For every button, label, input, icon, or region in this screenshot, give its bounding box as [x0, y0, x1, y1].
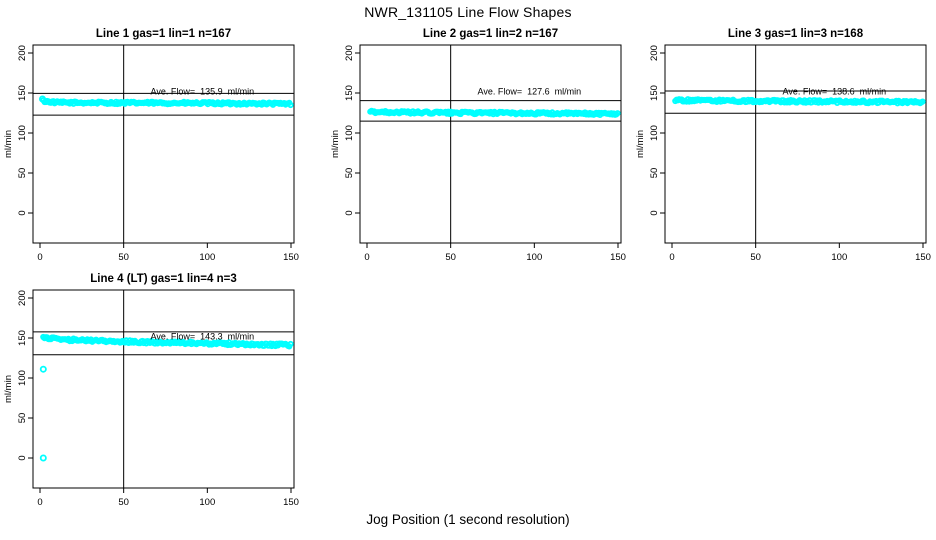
x-axis-tick-label: 150: [283, 252, 299, 263]
y-axis-tick-label: 100: [344, 125, 355, 141]
x-axis-tick-label: 50: [750, 252, 761, 263]
subplot-line-1: Line 1 gas=1 lin=1 n=167 0 50 100 150 0 50 100…: [0, 28, 304, 280]
x-axis-tick-label: 100: [526, 252, 542, 263]
ave-flow-annotation: Ave. Flow= 143.3 ml/min: [150, 332, 254, 342]
y-axis-tick-label: 150: [344, 85, 355, 101]
subplot-title-line-4: Line 4 (LT) gas=1 lin=4 n=3: [90, 273, 237, 285]
y-axis-tick-label: 0: [17, 455, 28, 460]
x-axis-tick-label: 100: [199, 252, 215, 263]
x-axis-tick-label: 100: [199, 497, 215, 508]
y-axis-title: ml/min: [3, 130, 14, 158]
y-axis-tick-label: 0: [17, 210, 28, 215]
subplot-title-line-3: Line 3 gas=1 lin=3 n=168: [727, 28, 864, 40]
plot-box: [359, 44, 622, 244]
y-axis-tick-label: 50: [17, 168, 28, 179]
plot-box: [32, 44, 295, 244]
x-axis-tick-label: 0: [669, 252, 674, 263]
outlier-point: [39, 454, 47, 462]
y-axis-tick-label: 150: [17, 330, 28, 346]
plot-line-4: 0 50 100 150 0 50 100 150 200 ml/min Ave. Flow= 14…: [3, 289, 299, 508]
plot-line-3: 0 50 100 150 0 50 100 150 200 ml/min Ave. Flow= 13…: [635, 44, 931, 263]
subplot-line-4: Line 4 (LT) gas=1 lin=4 n=3 0 50 100 150 0 50…: [0, 273, 304, 525]
subplot-title-line-2: Line 2 gas=1 lin=2 n=167: [422, 28, 559, 40]
x-axis-tick-label: 50: [118, 497, 129, 508]
x-axis-tick-label: 150: [610, 252, 626, 263]
x-axis-tick-label: 0: [364, 252, 369, 263]
y-axis-tick-label: 200: [649, 45, 660, 61]
y-axis-title: ml/min: [330, 130, 341, 158]
y-axis-tick-label: 200: [344, 45, 355, 61]
ave-flow-annotation: Ave. Flow= 138.6 ml/min: [782, 87, 886, 97]
subplot-line-3: Line 3 gas=1 lin=3 n=168 0 50 100 150 0 50 100…: [632, 28, 936, 280]
x-axis-tick-label: 150: [283, 497, 299, 508]
plot-line-1: 0 50 100 150 0 50 100 150 200 ml/min Ave. Flow= 13…: [3, 44, 299, 263]
flow-point: [287, 101, 294, 109]
y-axis-tick-label: 100: [17, 125, 28, 141]
y-axis-tick-label: 100: [649, 125, 660, 141]
plot-box: [32, 289, 295, 489]
chart-title: NWR_131105 Line Flow Shapes: [364, 4, 572, 20]
y-axis-tick-label: 200: [17, 45, 28, 61]
outlier-point: [39, 95, 47, 103]
x-axis-tick-label: 50: [118, 252, 129, 263]
y-axis-tick-label: 50: [17, 413, 28, 424]
y-axis-tick-label: 0: [344, 210, 355, 215]
y-axis-title: ml/min: [3, 375, 14, 403]
subplot-line-2: Line 2 gas=1 lin=2 n=167 0 50 100 150 0 50 100…: [327, 28, 631, 280]
y-axis-title: ml/min: [635, 130, 646, 158]
flow-band: [672, 96, 926, 107]
x-axis-tick-label: 150: [915, 252, 931, 263]
plot-box: [664, 44, 927, 244]
x-axis-label: Jog Position (1 second resolution): [366, 512, 570, 527]
y-axis-tick-label: 50: [344, 168, 355, 179]
y-axis-tick-label: 150: [649, 85, 660, 101]
plot-line-2: 0 50 100 150 0 50 100 150 200 ml/min Ave. Flow= 12…: [330, 44, 626, 263]
flow-point: [614, 110, 621, 117]
flow-point: [287, 340, 294, 348]
subplot-title-line-1: Line 1 gas=1 lin=1 n=167: [95, 28, 232, 40]
ave-flow-annotation: Ave. Flow= 135.9 ml/min: [150, 87, 254, 97]
flow-band: [367, 107, 621, 119]
y-axis-tick-label: 50: [649, 168, 660, 179]
ave-flow-annotation: Ave. Flow= 127.6 ml/min: [477, 87, 581, 97]
outlier-point: [39, 365, 47, 373]
y-axis-tick-label: 200: [17, 290, 28, 306]
y-axis-tick-label: 100: [17, 370, 28, 386]
x-axis-tick-label: 0: [37, 252, 42, 263]
x-axis-tick-label: 100: [831, 252, 847, 263]
y-axis-tick-label: 0: [649, 210, 660, 215]
x-axis-tick-label: 0: [37, 497, 42, 508]
flow-band: [40, 333, 294, 350]
flow-band: [40, 97, 294, 109]
x-axis-tick-label: 50: [445, 252, 456, 263]
y-axis-tick-label: 150: [17, 85, 28, 101]
flow-point: [919, 98, 926, 105]
